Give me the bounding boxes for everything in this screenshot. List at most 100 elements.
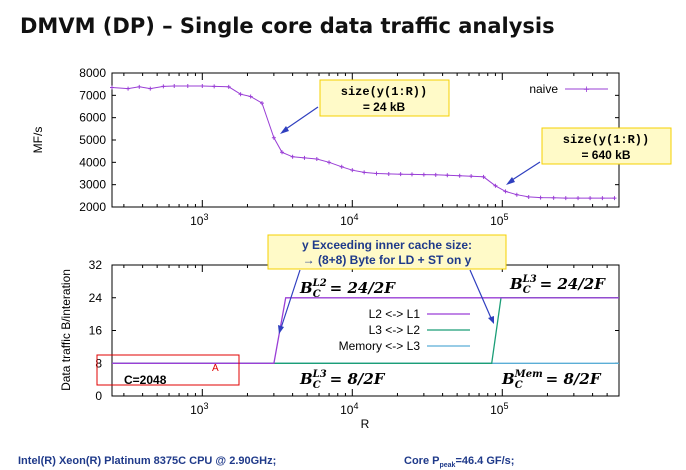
- legend-label-naive: naive: [529, 82, 558, 96]
- data-point-naive: [137, 84, 142, 89]
- annotation-24kb-value: = 24 kB: [363, 100, 406, 114]
- formula-mem: BCMem = 8/2F: [501, 369, 602, 391]
- data-point-naive: [226, 84, 231, 89]
- data-point-naive: [457, 173, 462, 178]
- data-point-naive: [327, 160, 332, 165]
- data-point-naive: [339, 164, 344, 169]
- annotation-640kb-arrowhead: [506, 177, 515, 185]
- top-x-tick-label: 105: [490, 212, 508, 228]
- cache-callout-box: [267, 234, 507, 270]
- data-point-naive: [271, 135, 276, 140]
- data-point-naive: [526, 194, 531, 199]
- bottom-y-tick-label: 32: [89, 258, 103, 272]
- cache-callout-arrowhead-right: [488, 316, 494, 324]
- annotation-24kb: size(y(1:R)) = 24 kB: [280, 79, 450, 134]
- annotation-640kb-code: size(y(1:R)): [563, 133, 649, 147]
- top-x-tick-label: 104: [340, 212, 358, 228]
- data-point-naive: [302, 155, 307, 160]
- data-point-naive: [212, 84, 217, 89]
- top-y-tick-label: 6000: [79, 111, 106, 125]
- data-point-naive: [172, 83, 177, 88]
- data-point-naive: [126, 86, 131, 91]
- annotation-24kb-code: size(y(1:R)): [341, 85, 427, 99]
- data-point-naive: [514, 192, 519, 197]
- legend-marker-naive: +: [583, 84, 589, 96]
- cache-callout-line1: y Exceeding inner cache size:: [302, 238, 472, 252]
- data-point-naive: [314, 156, 319, 161]
- data-point-naive: [588, 196, 593, 201]
- data-point-naive: [563, 196, 568, 201]
- data-point-naive: [481, 174, 486, 179]
- data-point-naive: [290, 154, 295, 159]
- legend-label-l2-l1: L2 <-> L1: [369, 307, 421, 321]
- highlight-box-label: C=2048: [124, 373, 167, 387]
- top-legend: naive +: [529, 82, 608, 96]
- bottom-x-tick-label: 104: [340, 401, 358, 417]
- formula-l3-bottom: BCL3 = 8/2F: [299, 369, 386, 391]
- data-point-naive: [600, 196, 605, 201]
- legend-label-l3-l2: L3 <-> L2: [369, 323, 421, 337]
- cache-callout-line2: → (8+8) Byte for LD + ST on y: [303, 253, 472, 267]
- series-points-naive: [110, 83, 617, 201]
- bottom-x-axis-label: R: [361, 417, 370, 431]
- bottom-y-tick-label: 16: [89, 324, 103, 338]
- throughput-chart: 2000 3000 4000 5000 6000 7000 8000 103 104 105 M…: [31, 66, 672, 228]
- data-point-naive: [503, 189, 508, 194]
- top-x-tick-label: 103: [190, 212, 208, 228]
- series-line-l3-l2: [112, 297, 619, 364]
- data-point-naive: [469, 174, 474, 179]
- data-point-naive: [238, 92, 243, 97]
- data-point-naive: [200, 83, 205, 88]
- data-point-naive: [445, 173, 450, 178]
- bottom-x-tick-label: 105: [490, 401, 508, 417]
- annotation-640kb-value: = 640 kB: [581, 148, 630, 162]
- data-point-naive: [362, 170, 367, 175]
- top-y-tick-label: 5000: [79, 133, 106, 147]
- cache-callout: y Exceeding inner cache size: → (8+8) By…: [267, 234, 507, 334]
- footer-peak-info: Core Ppeak=46.4 GF/s;: [404, 455, 515, 470]
- data-point-naive: [538, 195, 543, 200]
- annotation-640kb-arrow: [508, 161, 541, 183]
- data-point-naive: [248, 94, 253, 99]
- cache-callout-arrow-left: [280, 269, 301, 329]
- top-y-tick-label: 3000: [79, 178, 106, 192]
- bottom-y-tick-label: 0: [95, 389, 102, 403]
- data-point-naive: [148, 86, 153, 91]
- data-point-naive: [493, 183, 498, 188]
- top-y-tick-label: 2000: [79, 200, 106, 214]
- bottom-y-tick-label: 24: [89, 291, 103, 305]
- data-point-naive: [551, 195, 556, 200]
- data-point-naive: [386, 171, 391, 176]
- data-point-naive: [433, 172, 438, 177]
- highlight-box: [96, 354, 240, 386]
- bottom-y-tick-label: 8: [95, 356, 102, 370]
- cache-callout-arrow-right: [469, 269, 492, 319]
- annotation-24kb-arrowhead: [280, 126, 289, 134]
- data-point-naive: [350, 168, 355, 173]
- data-point-naive: [576, 196, 581, 201]
- traffic-chart: 0 8 16 24 32 103 104 105 Data traffic B/intera…: [59, 258, 620, 431]
- top-y-tick-label: 4000: [79, 155, 106, 169]
- formula-l2: BCL2 = 24/2F: [299, 278, 396, 300]
- data-point-naive: [398, 172, 403, 177]
- page-title: DMVM (DP) – Single core data traffic ana…: [20, 14, 555, 38]
- top-y-tick-label: 7000: [79, 88, 106, 102]
- highlight-box-marker: A: [212, 363, 219, 374]
- data-point-naive: [185, 83, 190, 88]
- bottom-legend: L2 <-> L1 L3 <-> L2 Memory <-> L3: [339, 307, 470, 353]
- data-point-naive: [161, 84, 166, 89]
- bottom-y-axis: 0 8 16 24 32: [89, 258, 619, 403]
- data-point-naive: [409, 172, 414, 177]
- annotation-640kb-box: [541, 127, 672, 165]
- bottom-y-axis-label: Data traffic B/interation: [59, 269, 73, 391]
- footer-cpu-info: Intel(R) Xeon(R) Platinum 8375C CPU @ 2.…: [18, 455, 277, 467]
- data-point-naive: [374, 171, 379, 176]
- data-point-naive: [259, 101, 264, 106]
- annotation-24kb-arrow: [282, 106, 319, 132]
- cache-callout-arrowhead-left: [278, 325, 284, 334]
- top-x-axis: 103 104 105: [123, 73, 620, 228]
- data-point-naive: [280, 150, 285, 155]
- data-point-naive: [421, 172, 426, 177]
- series-line-l2-l1: [112, 297, 619, 364]
- data-point-naive: [612, 196, 617, 201]
